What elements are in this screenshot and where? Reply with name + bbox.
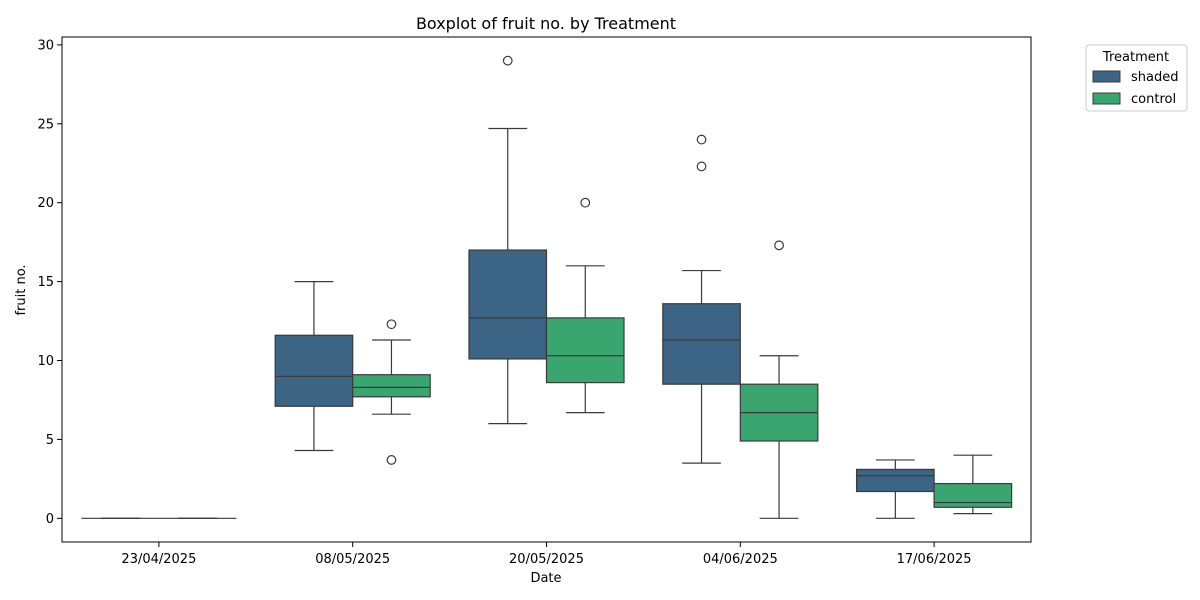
y-tick-label: 30 (37, 38, 54, 53)
outlier-point (386, 319, 397, 330)
x-tick-label: 20/05/2025 (509, 552, 584, 567)
iqr-box (545, 317, 625, 384)
box-shaded-3 (662, 134, 741, 464)
box-control-3 (739, 240, 819, 519)
box-control-4 (933, 454, 1013, 515)
outlier-point (386, 455, 397, 465)
y-tick-label: 15 (37, 275, 54, 290)
box-control-1 (352, 319, 431, 465)
y-tick-label: 0 (46, 512, 54, 527)
y-tick-label: 10 (37, 354, 54, 369)
legend-label-shaded: shaded (1131, 70, 1178, 85)
outlier-point (696, 161, 707, 172)
x-tick-label: 04/06/2025 (703, 552, 778, 567)
legend-title: Treatment (1102, 50, 1169, 65)
x-tick-label: 17/06/2025 (897, 552, 972, 567)
box-shaded-1 (274, 281, 354, 452)
legend-swatch-shaded (1092, 70, 1121, 83)
iqr-box (468, 249, 548, 360)
iqr-box (274, 334, 354, 407)
legend: Treatment shaded control (1085, 44, 1188, 112)
iqr-box (933, 483, 1013, 508)
box-shaded-4 (855, 459, 935, 519)
iqr-box (855, 468, 935, 493)
iqr-box (662, 303, 741, 385)
x-tick-label: 23/04/2025 (121, 552, 196, 567)
box-control-2 (545, 197, 625, 414)
x-tick-label: 08/05/2025 (315, 552, 390, 567)
legend-swatch-control (1092, 92, 1121, 105)
y-axis: 0 5 10 15 20 25 30 (37, 38, 62, 527)
x-axis-label: Date (530, 571, 561, 586)
chart-title: Boxplot of fruit no. by Treatment (416, 14, 676, 33)
legend-label-control: control (1131, 92, 1176, 107)
box-shaded-2 (468, 55, 548, 425)
outlier-point (502, 55, 513, 66)
iqr-box (352, 374, 431, 398)
y-tick-label: 20 (37, 196, 54, 211)
outlier-point (580, 197, 591, 208)
y-tick-label: 5 (46, 433, 54, 448)
x-axis: 23/04/2025 08/05/2025 20/05/2025 04/06/2025… (121, 542, 972, 567)
box-group (81, 55, 1013, 519)
outlier-point (774, 240, 784, 251)
y-axis-label: fruit no. (14, 264, 29, 315)
outlier-point (696, 134, 707, 145)
y-tick-label: 25 (37, 117, 54, 132)
